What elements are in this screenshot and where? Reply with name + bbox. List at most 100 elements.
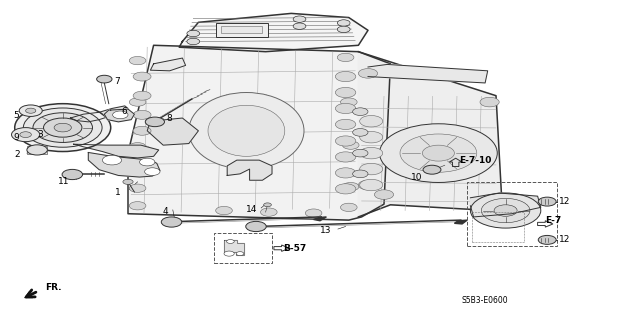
Text: 6: 6: [122, 107, 127, 115]
Circle shape: [423, 165, 441, 174]
Circle shape: [27, 145, 47, 155]
Circle shape: [26, 108, 36, 113]
Circle shape: [187, 30, 200, 37]
Circle shape: [470, 193, 541, 228]
Circle shape: [133, 161, 151, 170]
Text: 7: 7: [114, 77, 120, 86]
Circle shape: [305, 209, 322, 217]
Circle shape: [538, 235, 556, 244]
Text: 9: 9: [13, 133, 19, 142]
Circle shape: [133, 72, 151, 81]
Circle shape: [102, 155, 122, 165]
Circle shape: [358, 69, 378, 78]
Circle shape: [24, 108, 102, 147]
Text: 1: 1: [115, 188, 120, 197]
Circle shape: [97, 75, 112, 83]
Polygon shape: [454, 220, 467, 224]
Circle shape: [129, 98, 146, 106]
Circle shape: [129, 184, 146, 192]
Circle shape: [260, 208, 277, 216]
Circle shape: [342, 141, 359, 149]
Circle shape: [538, 197, 556, 206]
Circle shape: [360, 147, 383, 159]
Circle shape: [380, 124, 497, 182]
Circle shape: [337, 53, 354, 62]
Circle shape: [481, 198, 530, 223]
Circle shape: [422, 145, 454, 161]
Circle shape: [133, 91, 151, 100]
Text: 12: 12: [559, 197, 570, 206]
Bar: [216, 23, 268, 37]
Bar: [472, 212, 524, 242]
Text: S5B3-E0600: S5B3-E0600: [462, 296, 508, 305]
Circle shape: [342, 182, 359, 191]
Circle shape: [335, 152, 356, 162]
Circle shape: [335, 87, 356, 98]
Circle shape: [360, 131, 383, 143]
Circle shape: [15, 104, 111, 152]
Circle shape: [216, 206, 232, 215]
Circle shape: [293, 16, 306, 22]
Polygon shape: [104, 109, 134, 122]
Text: 11: 11: [58, 177, 69, 186]
Text: 10: 10: [411, 173, 422, 182]
Circle shape: [293, 23, 306, 29]
Circle shape: [335, 184, 356, 194]
Circle shape: [129, 202, 146, 210]
Polygon shape: [150, 58, 186, 71]
Circle shape: [20, 132, 31, 137]
Circle shape: [358, 180, 378, 190]
Text: E-7-10: E-7-10: [460, 156, 492, 165]
Circle shape: [140, 158, 155, 166]
Text: 12: 12: [559, 235, 570, 244]
Circle shape: [129, 56, 146, 65]
Text: 13: 13: [320, 226, 332, 235]
Circle shape: [340, 98, 357, 106]
Circle shape: [400, 134, 477, 172]
Circle shape: [353, 170, 368, 178]
Text: E-7: E-7: [545, 216, 561, 225]
Circle shape: [337, 26, 350, 33]
Circle shape: [335, 103, 356, 114]
Polygon shape: [74, 144, 159, 158]
Circle shape: [335, 71, 356, 82]
Circle shape: [145, 117, 164, 127]
Circle shape: [360, 179, 383, 191]
Circle shape: [337, 20, 350, 26]
Circle shape: [62, 169, 83, 180]
Circle shape: [335, 136, 356, 146]
Text: 3: 3: [38, 130, 44, 139]
Polygon shape: [470, 193, 541, 217]
Circle shape: [44, 118, 82, 137]
Circle shape: [353, 149, 368, 157]
Text: 8: 8: [166, 114, 172, 122]
Circle shape: [113, 111, 128, 119]
Circle shape: [236, 252, 244, 256]
Ellipse shape: [208, 105, 285, 156]
Circle shape: [494, 205, 517, 216]
Bar: [214, 233, 272, 263]
Polygon shape: [88, 152, 160, 177]
Circle shape: [123, 179, 133, 184]
Circle shape: [145, 168, 160, 175]
Circle shape: [476, 199, 495, 209]
Polygon shape: [224, 240, 244, 255]
Bar: [221, 26, 262, 33]
Polygon shape: [358, 52, 502, 217]
Circle shape: [353, 108, 368, 115]
Circle shape: [224, 251, 234, 256]
Circle shape: [33, 113, 92, 142]
Polygon shape: [227, 160, 272, 180]
Circle shape: [133, 110, 151, 119]
Circle shape: [227, 240, 234, 243]
Polygon shape: [70, 106, 128, 122]
Text: FR.: FR.: [45, 283, 61, 292]
Polygon shape: [147, 118, 198, 145]
Circle shape: [374, 190, 394, 199]
Ellipse shape: [189, 93, 304, 169]
Circle shape: [360, 163, 383, 175]
Circle shape: [54, 123, 72, 132]
Polygon shape: [368, 64, 488, 83]
Circle shape: [187, 38, 200, 45]
Circle shape: [353, 129, 368, 136]
